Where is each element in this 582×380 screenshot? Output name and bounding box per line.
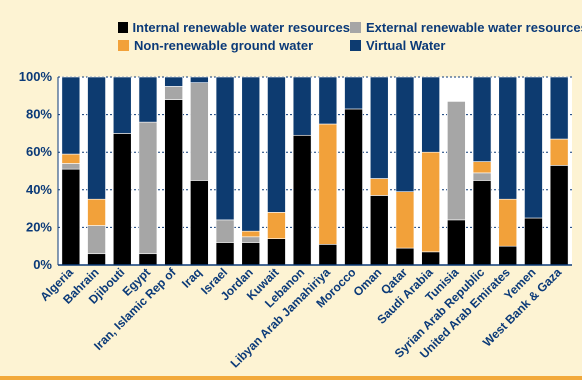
bar-segment bbox=[87, 253, 106, 266]
bar-segment bbox=[369, 178, 389, 196]
bar-segment bbox=[498, 76, 518, 200]
bar-segment bbox=[318, 244, 338, 266]
bar-segment bbox=[61, 163, 81, 170]
bar-segment bbox=[112, 133, 132, 266]
bar-segment bbox=[472, 180, 492, 266]
legend-swatch-internal bbox=[118, 21, 128, 33]
bar-segment bbox=[498, 245, 518, 266]
legend-row-1: Internal renewable water resources Exter… bbox=[118, 18, 582, 36]
legend-swatch-external bbox=[350, 21, 361, 33]
x-tick-label: Oman bbox=[350, 265, 384, 299]
bar-segment bbox=[190, 180, 209, 266]
bar-segment bbox=[87, 225, 106, 255]
bar-segment bbox=[344, 76, 363, 110]
bar-segment bbox=[292, 134, 312, 266]
bar-segment bbox=[164, 86, 183, 100]
bar-segment bbox=[498, 198, 518, 247]
bar-segment bbox=[472, 161, 492, 174]
legend-item-external: External renewable water resources bbox=[350, 20, 582, 35]
bar-segment bbox=[472, 76, 492, 162]
bar-segment bbox=[190, 76, 209, 83]
legend-swatch-nonrenewable bbox=[118, 39, 129, 51]
bar-segment bbox=[61, 168, 81, 266]
bar-segment bbox=[190, 82, 209, 181]
legend-item-virtual: Virtual Water bbox=[350, 38, 445, 53]
bar-segment bbox=[138, 121, 158, 255]
legend-label-external: External renewable water resources bbox=[366, 19, 582, 35]
y-tick-label: 100% bbox=[19, 69, 53, 84]
y-tick-label: 80% bbox=[26, 107, 52, 122]
bar-segment bbox=[549, 76, 569, 140]
y-tick-label: 60% bbox=[26, 144, 52, 159]
bar-segment bbox=[421, 251, 440, 266]
bar-segment bbox=[267, 212, 286, 239]
bar-segment bbox=[344, 108, 363, 266]
bar-segment bbox=[267, 238, 286, 266]
bar-segment bbox=[138, 76, 158, 123]
legend-row-2: Non-renewable ground water Virtual Water bbox=[118, 36, 578, 54]
bar-segment bbox=[395, 247, 415, 266]
legend-label-nonrenewable: Non-renewable ground water bbox=[134, 37, 314, 53]
chart-legend: Internal renewable water resources Exter… bbox=[118, 18, 582, 54]
bar-segment bbox=[215, 219, 235, 243]
bar-segment bbox=[524, 217, 543, 266]
legend-label-virtual: Virtual Water bbox=[366, 37, 446, 53]
y-tick-label: 0% bbox=[33, 257, 52, 272]
bar-segment bbox=[369, 195, 389, 266]
bar-segment bbox=[112, 76, 132, 134]
bar-segment bbox=[61, 153, 81, 164]
bar-segment bbox=[164, 76, 183, 87]
y-tick-label: 20% bbox=[26, 219, 52, 234]
bar-segment bbox=[164, 99, 183, 266]
bar-segment bbox=[318, 76, 338, 125]
bar-segment bbox=[395, 191, 415, 249]
bar-segment bbox=[292, 76, 312, 136]
bar-segment bbox=[524, 76, 543, 219]
bar-segment bbox=[241, 242, 261, 266]
bar-segment bbox=[395, 76, 415, 192]
bar-segment bbox=[369, 76, 389, 179]
bar-segment bbox=[447, 219, 466, 266]
bar-segment bbox=[421, 76, 440, 153]
bar-segment bbox=[549, 165, 569, 266]
legend-item-internal: Internal renewable water resources bbox=[118, 20, 350, 35]
bar-segment bbox=[241, 76, 261, 232]
y-tick-label: 40% bbox=[26, 182, 52, 197]
bar-segment bbox=[87, 76, 106, 200]
bar-segment bbox=[472, 172, 492, 181]
legend-item-nonrenewable: Non-renewable ground water bbox=[118, 38, 350, 53]
bar-segment bbox=[549, 138, 569, 166]
legend-label-internal: Internal renewable water resources bbox=[132, 19, 350, 35]
bar-segment bbox=[421, 151, 440, 253]
bar-segment bbox=[241, 236, 261, 243]
bar-segment bbox=[241, 230, 261, 238]
plot-area bbox=[58, 77, 572, 265]
bar-segment bbox=[267, 76, 286, 213]
bar-segment bbox=[318, 123, 338, 245]
legend-swatch-virtual bbox=[350, 39, 361, 51]
bar-segment bbox=[215, 242, 235, 266]
bar-segment bbox=[215, 76, 235, 221]
bar-segment bbox=[447, 101, 466, 221]
bar-segment bbox=[138, 253, 158, 266]
bar-segment bbox=[87, 198, 106, 226]
bar-segment bbox=[61, 76, 81, 155]
